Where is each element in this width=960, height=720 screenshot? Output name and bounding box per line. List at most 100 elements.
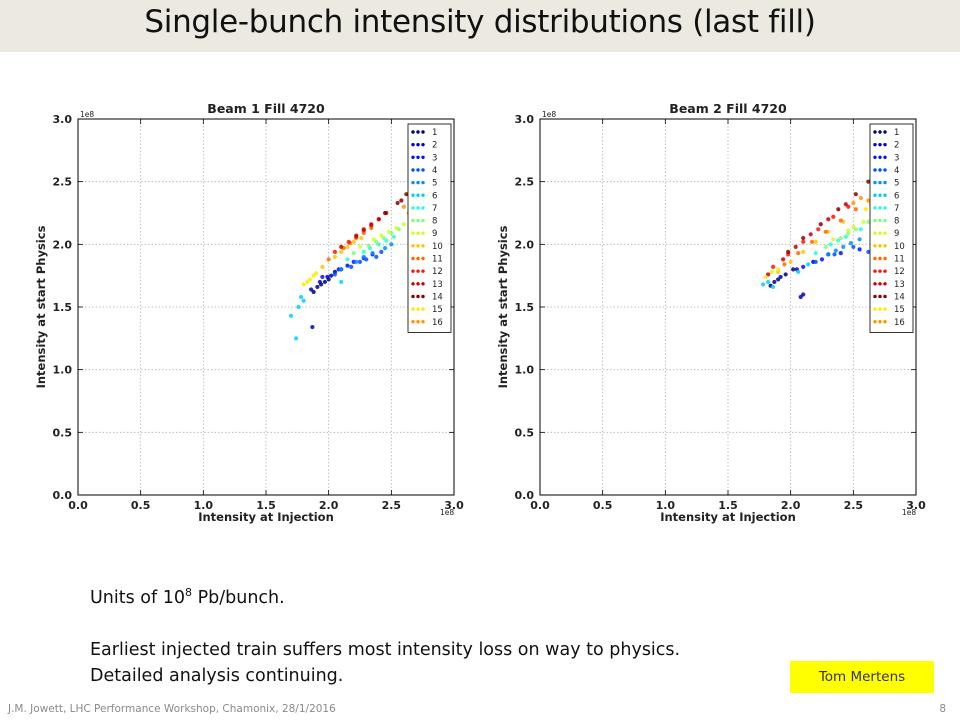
data-point (771, 264, 776, 269)
legend-label: 9 (432, 229, 437, 239)
legend-label: 15 (432, 305, 443, 315)
data-point (371, 237, 376, 242)
data-point (354, 233, 359, 238)
legend-marker (873, 180, 877, 185)
x-tick-label: 2.0 (319, 499, 339, 512)
legend-marker (873, 282, 877, 286)
y-axis-label: Intensity at start Physics (34, 225, 48, 388)
data-point (866, 219, 871, 224)
beam1-scatter-chart: 0.0 0.5 1.0 1.5 2.0 2.5 3.0 0.0 0.5 1.0 1.5 2.0 2.5 3… (28, 95, 468, 535)
data-point (310, 324, 315, 330)
data-point (760, 282, 766, 287)
legend-marker (873, 206, 877, 210)
data-point (781, 257, 786, 262)
data-point (769, 269, 774, 275)
legend-marker (416, 307, 420, 311)
data-point (376, 217, 381, 222)
data-point (861, 219, 866, 224)
data-point (345, 263, 350, 268)
legend-marker (421, 155, 425, 159)
legend-marker (411, 155, 415, 159)
data-point (326, 257, 331, 262)
legend-marker (411, 320, 415, 324)
legend-marker (421, 231, 425, 235)
legend-label: 2 (894, 141, 899, 151)
data-point (296, 304, 301, 310)
legend-label: 1 (432, 128, 437, 138)
x-tick-label: 3.0 (906, 499, 926, 512)
data-point (301, 298, 306, 303)
legend-label: 1 (894, 128, 899, 138)
data-point (788, 259, 793, 264)
data-point (801, 292, 806, 297)
data-point (866, 249, 871, 254)
data-point (394, 225, 399, 231)
data-point (311, 273, 316, 278)
data-point (332, 272, 338, 277)
data-point (866, 179, 871, 184)
y-tick-label: 0.5 (53, 426, 73, 439)
data-point (836, 207, 841, 212)
x-offset-text: 1e8 (902, 508, 916, 517)
legend-marker (878, 282, 882, 286)
x-tick-label: 0.5 (593, 499, 613, 512)
legend-marker (883, 206, 887, 210)
slide-title: Single-bunch intensity distributions (la… (144, 4, 816, 40)
legend-marker (416, 256, 420, 261)
legend-marker (873, 320, 877, 324)
legend-label: 7 (432, 204, 437, 214)
legend-marker (416, 168, 420, 172)
x-tick-label: 1.5 (256, 499, 276, 512)
data-point (361, 254, 366, 259)
y-tick-label: 2.0 (515, 238, 535, 251)
data-point (772, 279, 777, 285)
data-point (361, 249, 366, 254)
footer-text: J.M. Jowett, LHC Performance Workshop, C… (8, 703, 336, 715)
data-point (382, 210, 388, 216)
legend-marker (873, 294, 877, 299)
data-point (351, 239, 356, 244)
data-point (315, 284, 320, 290)
legend-marker (411, 168, 415, 172)
legend-label: 13 (432, 280, 443, 290)
data-point (329, 273, 334, 278)
legend-marker (421, 244, 425, 248)
data-point (339, 267, 344, 272)
data-point (858, 195, 863, 201)
legend-marker (411, 282, 415, 286)
x-tick-label: 3.0 (444, 499, 464, 512)
y-tick-label: 1.5 (515, 301, 535, 314)
data-point (833, 248, 838, 253)
data-point (332, 249, 338, 254)
legend-marker (421, 218, 425, 223)
legend-marker (878, 269, 882, 273)
data-point (857, 247, 862, 252)
data-point (863, 207, 868, 212)
plot-frame (539, 118, 917, 496)
legend-box (407, 123, 452, 333)
data-point (776, 267, 781, 272)
data-point (382, 245, 388, 251)
legend-marker (411, 218, 415, 223)
legend-label: 11 (894, 255, 905, 265)
data-point (345, 257, 350, 262)
legend-marker (421, 294, 425, 299)
legend-marker (411, 231, 415, 235)
data-point (851, 244, 856, 249)
legend-marker (416, 282, 420, 286)
legend-marker (873, 256, 877, 261)
data-point (783, 272, 788, 277)
y-offset-text: 1e8 (80, 110, 94, 119)
legend-label: 11 (432, 255, 443, 265)
data-point (389, 242, 394, 247)
data-point (354, 259, 359, 264)
data-point (317, 279, 322, 285)
data-point (320, 274, 325, 280)
legend-marker (883, 218, 887, 223)
data-point (786, 249, 791, 254)
data-point (374, 254, 379, 259)
data-point (831, 237, 836, 242)
legend-marker (416, 193, 420, 197)
x-axis-label: Intensity at Injection (198, 510, 334, 524)
data-point (823, 244, 828, 249)
